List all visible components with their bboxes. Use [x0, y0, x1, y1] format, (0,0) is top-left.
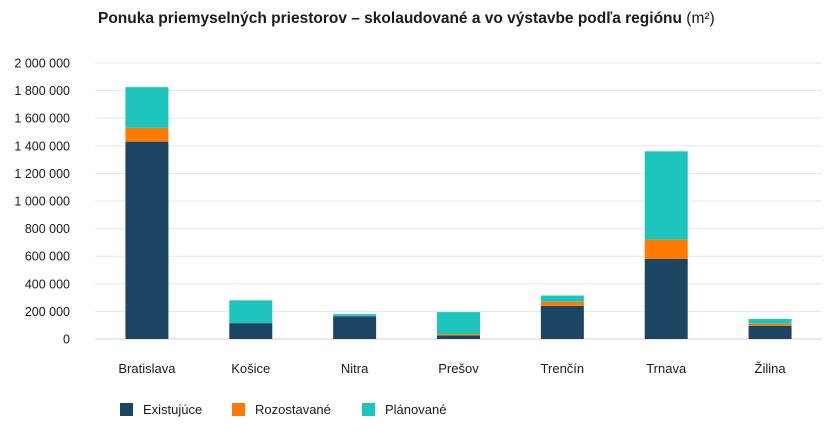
x-category-label: Košice: [231, 361, 270, 376]
grid-lines: [95, 62, 822, 340]
y-tick-label: 400 000: [25, 277, 70, 291]
bar-segment: [125, 127, 169, 142]
y-tick-label: 0: [63, 333, 70, 347]
legend-swatch: [120, 403, 133, 416]
legend-swatch: [362, 403, 375, 416]
chart-title-unit: (m²): [686, 10, 715, 27]
y-axis-ticks: 0 200 000 400 000 600 000 800 000 1 000 000 1 …: [14, 57, 70, 347]
legend-label: Existujúce: [143, 402, 203, 417]
y-tick-label: 1 000 000: [14, 195, 70, 209]
legend-label: Plánované: [385, 402, 447, 417]
legend-item: Rozostavané: [232, 402, 362, 417]
bar-segment: [437, 334, 480, 336]
x-category-label: Nitra: [341, 361, 369, 376]
y-tick-label: 600 000: [25, 250, 70, 264]
bar-segment: [644, 151, 688, 240]
x-category-label: Žilina: [755, 361, 787, 376]
stacked-bar-chart: 0 200 000 400 000 600 000 800 000 1 000 000 1 …: [14, 57, 822, 376]
y-tick-label: 200 000: [25, 305, 70, 319]
bar-segment: [748, 318, 792, 324]
bar-segment: [748, 323, 792, 326]
bar-segment: [748, 325, 792, 339]
bar-segment: [125, 87, 169, 128]
bar-segment: [540, 295, 584, 302]
x-category-label: Bratislava: [118, 361, 176, 376]
x-category-label: Trnava: [646, 361, 687, 376]
y-tick-label: 1 400 000: [14, 139, 70, 153]
bar-segment: [540, 301, 584, 306]
y-tick-label: 1 600 000: [14, 112, 70, 126]
bar-segment: [333, 316, 377, 339]
bar-segment: [229, 323, 273, 339]
bar-segment: [437, 335, 480, 339]
chart-title: Ponuka priemyselných priestorov – skolau…: [98, 10, 715, 28]
legend-label: Rozostavané: [255, 402, 331, 417]
legend-swatch: [232, 403, 245, 416]
bar-segment: [125, 141, 169, 339]
x-category-label: Prešov: [438, 361, 479, 376]
x-category-label: Trenčín: [541, 361, 585, 376]
y-tick-label: 1 800 000: [14, 84, 70, 98]
bar-segment: [229, 300, 273, 324]
y-tick-label: 800 000: [25, 222, 70, 236]
chart-title-main: Ponuka priemyselných priestorov – skolau…: [98, 10, 682, 27]
bar-segment: [540, 305, 584, 339]
bar-segment: [644, 239, 688, 259]
bars: [125, 87, 792, 339]
bar-segment: [437, 312, 480, 335]
bar-segment: [644, 258, 688, 339]
y-tick-label: 1 200 000: [14, 167, 70, 181]
x-axis-categories: Bratislava Košice Nitra Prešov Trenčín Trnava…: [118, 361, 786, 376]
y-tick-label: 2 000 000: [14, 57, 70, 71]
legend-item: Existujúce: [120, 402, 232, 417]
legend-item: Plánované: [362, 402, 446, 417]
legend: Existujúce Rozostavané Plánované: [120, 402, 446, 417]
bar-segment: [333, 314, 377, 317]
